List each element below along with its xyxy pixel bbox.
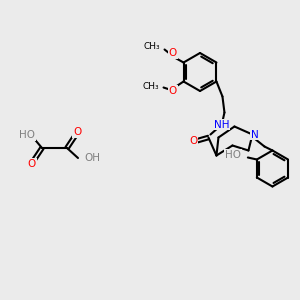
Text: HO: HO (19, 130, 35, 140)
Text: O: O (168, 85, 177, 95)
Text: O: O (168, 49, 177, 58)
Text: HO: HO (225, 149, 241, 160)
Text: O: O (28, 159, 36, 169)
Text: N: N (250, 130, 258, 140)
Text: O: O (189, 136, 198, 146)
Text: CH₃: CH₃ (143, 82, 160, 91)
Text: CH₃: CH₃ (144, 42, 160, 51)
Text: O: O (73, 127, 81, 137)
Text: OH: OH (84, 153, 100, 163)
Text: NH: NH (214, 119, 229, 130)
